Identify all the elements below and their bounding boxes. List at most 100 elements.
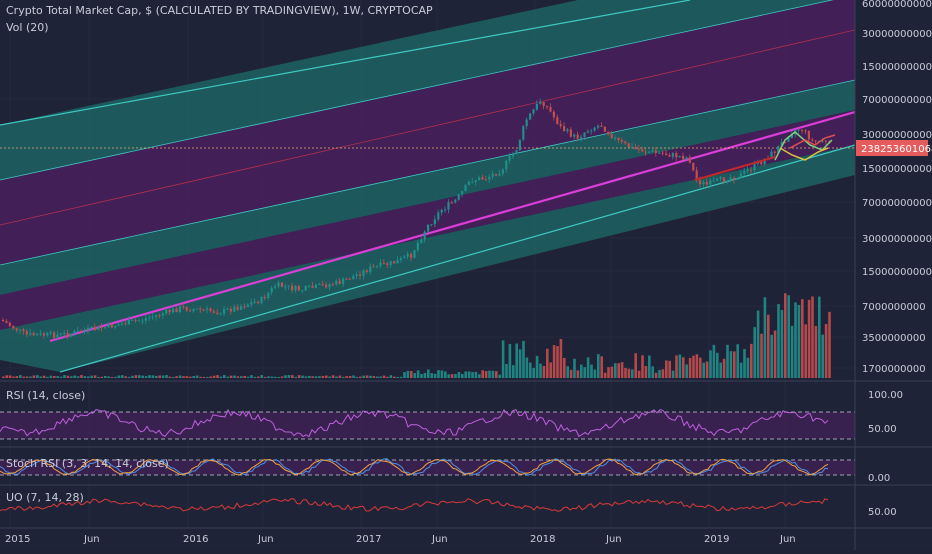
volume-bar xyxy=(46,376,49,378)
time-axis[interactable]: 2015 Jun 2016 Jun 2017 Jun 2018 Jun 2019… xyxy=(5,534,796,545)
stoch-d-line xyxy=(0,458,829,476)
volume-bar xyxy=(580,364,583,378)
candle-body xyxy=(627,143,630,148)
volume-bar xyxy=(393,376,396,378)
chart-title[interactable]: Crypto Total Market Cap, $ (CALCULATED B… xyxy=(6,4,433,17)
volume-bar xyxy=(389,375,393,378)
candle-body xyxy=(467,181,470,185)
candle-body xyxy=(393,261,396,264)
volume-bar xyxy=(66,375,70,378)
volume-bar xyxy=(56,376,59,378)
volume-bar xyxy=(399,376,403,378)
volume-bar xyxy=(144,376,148,378)
uo-line xyxy=(0,498,829,512)
candle-body xyxy=(70,333,73,337)
stoch-band xyxy=(0,460,855,475)
y-tick: 1500000000000 xyxy=(862,62,932,73)
volume-bar xyxy=(80,375,83,378)
candle-body xyxy=(671,153,674,157)
candle-body xyxy=(236,306,239,310)
candle-body xyxy=(124,323,127,325)
candle-body xyxy=(90,326,93,329)
candle-body xyxy=(644,151,647,153)
volume-bar xyxy=(512,365,515,378)
volume-bar xyxy=(161,375,165,378)
candle-body xyxy=(93,326,96,331)
candle-body xyxy=(328,284,331,288)
volume-bar xyxy=(294,376,297,378)
candle-body xyxy=(583,132,586,137)
candle-body xyxy=(22,329,25,332)
channel-band-purple xyxy=(0,0,855,265)
candle-body xyxy=(484,179,487,181)
volume-bar xyxy=(229,375,233,378)
stoch-label[interactable]: Stoch RSI (3, 3, 14, 14, close) xyxy=(6,457,169,470)
uo-label[interactable]: UO (7, 14, 28) xyxy=(6,491,84,504)
candle-body xyxy=(529,113,532,120)
candle-body xyxy=(620,139,623,142)
stoch-k-line xyxy=(0,458,829,476)
candle-body xyxy=(580,136,583,139)
candle-body xyxy=(301,290,304,292)
volume-bar xyxy=(396,376,399,378)
volume-bar xyxy=(148,375,151,378)
volume-bar xyxy=(763,297,767,378)
volume-bar xyxy=(508,343,512,378)
volume-bar xyxy=(746,357,750,378)
candle-body xyxy=(427,224,430,232)
volume-bar xyxy=(733,351,736,378)
rsi-label[interactable]: RSI (14, close) xyxy=(6,389,86,402)
volume-bar xyxy=(403,372,406,378)
price-axis[interactable]: 6000000000000 3000000000000 150000000000… xyxy=(862,0,932,518)
candle-body xyxy=(688,157,691,163)
volume-bar xyxy=(314,376,318,378)
regression-channel xyxy=(0,0,855,373)
candle-body xyxy=(586,131,589,133)
volume-bar xyxy=(59,376,63,378)
candle-body xyxy=(763,158,766,165)
candle-body xyxy=(705,182,708,185)
volume-bar xyxy=(121,375,124,378)
candle-body xyxy=(478,177,481,181)
candle-body xyxy=(780,141,783,147)
price-tag-box xyxy=(856,140,928,156)
volume-bar xyxy=(471,371,474,378)
candle-body xyxy=(138,320,141,322)
candle-body xyxy=(777,146,780,153)
volume-bar xyxy=(464,371,467,378)
candle-body xyxy=(36,334,39,336)
candle-body xyxy=(811,139,814,141)
volume-bar xyxy=(342,376,345,378)
candle-body xyxy=(444,209,447,211)
candle-body xyxy=(219,313,222,315)
candle-body xyxy=(284,286,287,288)
volume-bar xyxy=(461,373,464,378)
volume-bar xyxy=(610,366,614,378)
candle-body xyxy=(117,324,120,326)
candle-body xyxy=(471,181,474,183)
y-tick: 3500000000 xyxy=(862,333,926,344)
volume-label[interactable]: Vol (20) xyxy=(6,21,49,34)
volume-bar xyxy=(716,352,719,378)
volume-bar xyxy=(736,344,739,378)
candle-body xyxy=(389,261,392,265)
channel-edge-mid xyxy=(0,79,855,266)
volume-bar xyxy=(563,357,566,378)
candle-body xyxy=(158,315,161,317)
volume-bar xyxy=(811,296,814,378)
volume-bar xyxy=(807,299,811,378)
candle-body xyxy=(382,262,385,264)
candle-body xyxy=(413,250,416,258)
volume-bar xyxy=(773,330,777,378)
candle-body xyxy=(661,152,664,154)
volume-bar xyxy=(138,375,141,378)
candle-body xyxy=(624,141,627,144)
volume-bar xyxy=(406,370,410,378)
y-tick: 7000000000 xyxy=(862,302,926,313)
candle-body xyxy=(423,231,426,240)
volume-bar xyxy=(376,376,379,378)
volume-bar xyxy=(665,360,668,378)
volume-bar xyxy=(12,376,15,378)
trendline-magenta xyxy=(49,110,855,343)
